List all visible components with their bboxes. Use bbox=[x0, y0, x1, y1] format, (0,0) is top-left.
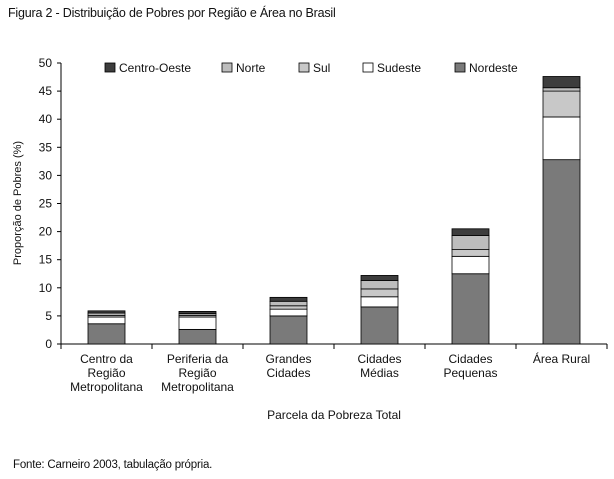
y-tick-label: 30 bbox=[39, 168, 53, 182]
bar-segment bbox=[269, 300, 308, 307]
bar-segment bbox=[451, 228, 490, 236]
y-axis: 0 5 10 15 20 25 30 35 40 45 50 bbox=[39, 56, 62, 351]
x-tick-label: Cidades Pequenas bbox=[443, 352, 497, 380]
bar-segment bbox=[87, 316, 126, 325]
bar-segment bbox=[269, 296, 308, 302]
x-tick-label-line: Pequenas bbox=[443, 366, 497, 380]
x-tick-label-line: Periferia da bbox=[167, 352, 229, 366]
bar-segment bbox=[87, 323, 126, 345]
bar-segment bbox=[178, 311, 217, 315]
bar-segment bbox=[542, 76, 581, 89]
legend-swatch bbox=[298, 62, 310, 73]
legend-swatch bbox=[454, 62, 466, 73]
bar-segment bbox=[542, 90, 581, 118]
bars bbox=[87, 76, 581, 345]
legend: Centro-Oeste Norte Sul Sudeste Nordeste bbox=[104, 61, 518, 75]
x-tick-label-line: Cidades bbox=[448, 352, 492, 366]
bar-segment bbox=[451, 249, 490, 257]
bar-segment bbox=[178, 316, 217, 330]
x-tick-label-line: Metropolitana bbox=[161, 380, 234, 394]
y-tick-label: 25 bbox=[39, 197, 53, 211]
legend-label: Sudeste bbox=[377, 61, 421, 75]
bar-segment bbox=[360, 275, 399, 281]
y-tick-label: 15 bbox=[39, 253, 53, 267]
bar-segment bbox=[360, 288, 399, 298]
bar-segment bbox=[451, 273, 490, 345]
x-tick-label-line: Grandes bbox=[265, 352, 311, 366]
bar-segment bbox=[269, 308, 308, 317]
bar-segment bbox=[87, 310, 126, 314]
bar-segment bbox=[451, 235, 490, 250]
y-tick-label: 5 bbox=[45, 309, 52, 323]
x-tick-label-line: Centro da bbox=[80, 352, 133, 366]
x-tick-label: Grandes Cidades bbox=[265, 352, 311, 380]
legend-swatch bbox=[221, 62, 233, 73]
x-tick-label-line: Cidades bbox=[357, 352, 401, 366]
x-tick-label-line: Médias bbox=[360, 366, 399, 380]
source-note: Fonte: Carneiro 2003, tabulação própria. bbox=[13, 459, 213, 471]
x-axis-label: Parcela da Pobreza Total bbox=[267, 408, 401, 422]
bar-segment bbox=[542, 87, 581, 92]
x-tick-label: Área Rural bbox=[533, 351, 590, 366]
x-tick-label-line: Região bbox=[87, 366, 125, 380]
bar-segment bbox=[178, 328, 217, 345]
x-tick-label-line: Cidades bbox=[266, 366, 310, 380]
figure-title: Figura 2 - Distribuição de Pobres por Re… bbox=[8, 6, 336, 20]
y-tick-label: 0 bbox=[45, 337, 52, 351]
bar-segment bbox=[360, 306, 399, 345]
y-tick-label: 45 bbox=[39, 84, 53, 98]
y-axis-label: Proporção de Pobres (%) bbox=[12, 141, 24, 265]
bar-segment bbox=[269, 305, 308, 310]
y-tick-label: 35 bbox=[39, 140, 53, 154]
y-tick-label: 50 bbox=[39, 56, 53, 70]
x-tick-label-line: Metropolitana bbox=[70, 380, 143, 394]
x-tick-label: Cidades Médias bbox=[357, 352, 401, 380]
legend-label: Centro-Oeste bbox=[119, 61, 191, 75]
x-tick-label-line: Área Rural bbox=[533, 351, 590, 366]
bar-segment bbox=[269, 315, 308, 345]
legend-label: Nordeste bbox=[469, 61, 518, 75]
bar-segment bbox=[451, 255, 490, 275]
bar-segment bbox=[542, 159, 581, 345]
bar-segment bbox=[360, 280, 399, 290]
legend-swatch bbox=[362, 62, 374, 73]
y-tick-label: 40 bbox=[39, 112, 53, 126]
legend-label: Norte bbox=[236, 61, 266, 75]
bar-segment bbox=[360, 296, 399, 308]
x-tick-label-line: Região bbox=[178, 366, 216, 380]
bar-segment bbox=[542, 116, 581, 161]
legend-swatch bbox=[104, 62, 116, 73]
x-tick-label: Periferia da Região Metropolitana bbox=[161, 352, 234, 394]
y-tick-label: 20 bbox=[39, 225, 53, 239]
legend-label: Sul bbox=[313, 61, 330, 75]
x-tick-label: Centro da Região Metropolitana bbox=[70, 352, 143, 394]
y-tick-label: 10 bbox=[39, 281, 53, 295]
